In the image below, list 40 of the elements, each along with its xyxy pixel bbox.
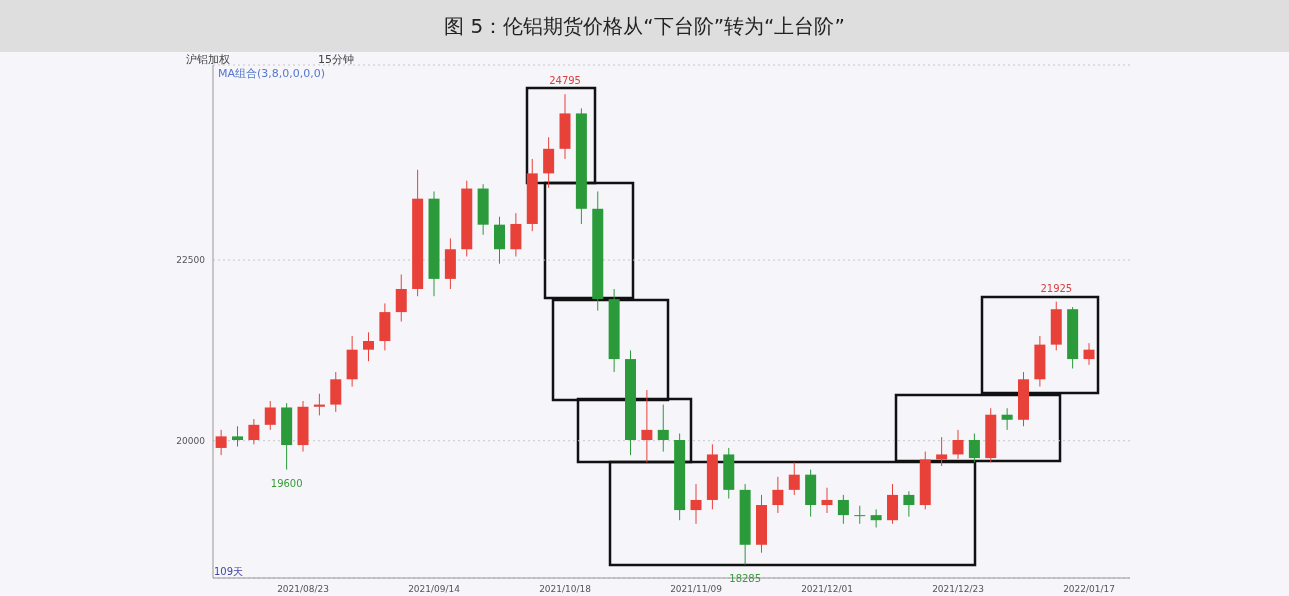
annotation: 109天	[214, 565, 244, 579]
x-tick-label: 2021/08/23	[277, 584, 329, 595]
x-tick-label: 2021/09/14	[408, 584, 461, 595]
x-tick-label: 2021/10/18	[539, 584, 592, 595]
candlestick	[313, 393, 325, 416]
candlestick	[690, 483, 702, 525]
x-tick-label: 2021/12/01	[801, 584, 853, 595]
annotation: 19600	[270, 477, 303, 489]
candlestick	[903, 490, 915, 518]
candlestick	[788, 461, 800, 496]
candlestick	[641, 389, 653, 463]
annotation: MA组合(3,8,0,0,0,0)	[218, 66, 326, 81]
candlestick	[936, 436, 948, 467]
candlestick	[657, 404, 669, 453]
candlestick	[870, 508, 882, 528]
candlestick	[952, 429, 964, 460]
x-tick-label: 2021/11/09	[670, 584, 723, 595]
x-tick-label: 2021/12/23	[932, 584, 984, 595]
candlestick	[1001, 407, 1013, 431]
candlestick	[821, 487, 833, 514]
candlestick	[772, 476, 784, 514]
annotation: 15分钟	[318, 52, 354, 67]
candlestick	[215, 429, 227, 456]
candlestick	[854, 505, 866, 525]
y-tick-label: 22500	[176, 255, 206, 266]
chart-title: 图 5：伦铝期货价格从“下台阶”转为“上台阶”	[0, 0, 1289, 52]
candlestick	[968, 432, 980, 463]
candlestick	[248, 418, 260, 445]
y-tick-label: 20000	[176, 435, 206, 446]
candlestick	[837, 494, 849, 525]
candlestick	[232, 425, 244, 447]
candlestick	[363, 331, 375, 362]
annotation: 21925	[1040, 282, 1073, 294]
annotation: 18285	[729, 572, 762, 584]
x-tick-label: 2022/01/17	[1063, 584, 1115, 595]
candlestick	[395, 274, 407, 322]
candlestick	[1083, 342, 1095, 366]
candlestick	[264, 400, 276, 431]
annotation: 24795	[549, 75, 581, 87]
annotation: 沪铝加权	[186, 52, 230, 67]
